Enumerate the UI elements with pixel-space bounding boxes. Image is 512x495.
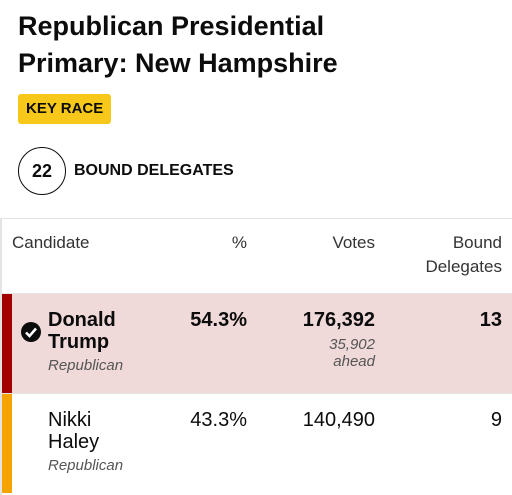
candidate-party: Republican (48, 457, 124, 474)
party-bar (2, 294, 12, 393)
delegates: 9 (490, 409, 502, 431)
column-header: % (231, 233, 247, 252)
candidate-row: Nikki Haley Republican 43.3% 140,490 9 (2, 393, 512, 493)
candidate-name: Nikki Haley (48, 409, 100, 453)
candidate-name: Donald Trump (48, 309, 116, 353)
votes: 140,490 (302, 409, 375, 431)
percent: 43.3% (190, 409, 247, 431)
candidate-party: Republican (48, 357, 124, 374)
delegates-count: 22 (18, 147, 66, 195)
column-header: Bound Delegates (425, 233, 502, 276)
votes: 176,392 (302, 309, 375, 331)
candidate-row: Donald Trump Republican 54.3% 176,392 35,902… (2, 293, 512, 393)
delegates-label: BOUND DELEGATES (74, 162, 234, 179)
results-table: Candidate % Votes Bound Delegates Donald… (0, 218, 512, 495)
party-bar (2, 394, 12, 493)
column-header: Candidate (12, 233, 90, 252)
title: Republican Presidential Primary: New Ham… (18, 11, 338, 78)
badge: KEY RACE (18, 94, 112, 124)
column-header: Votes (332, 233, 375, 252)
delegates: 13 (479, 309, 502, 331)
percent: 54.3% (190, 309, 247, 331)
vote-lead: 35,902 ahead (329, 336, 375, 370)
winner-check (21, 322, 41, 342)
